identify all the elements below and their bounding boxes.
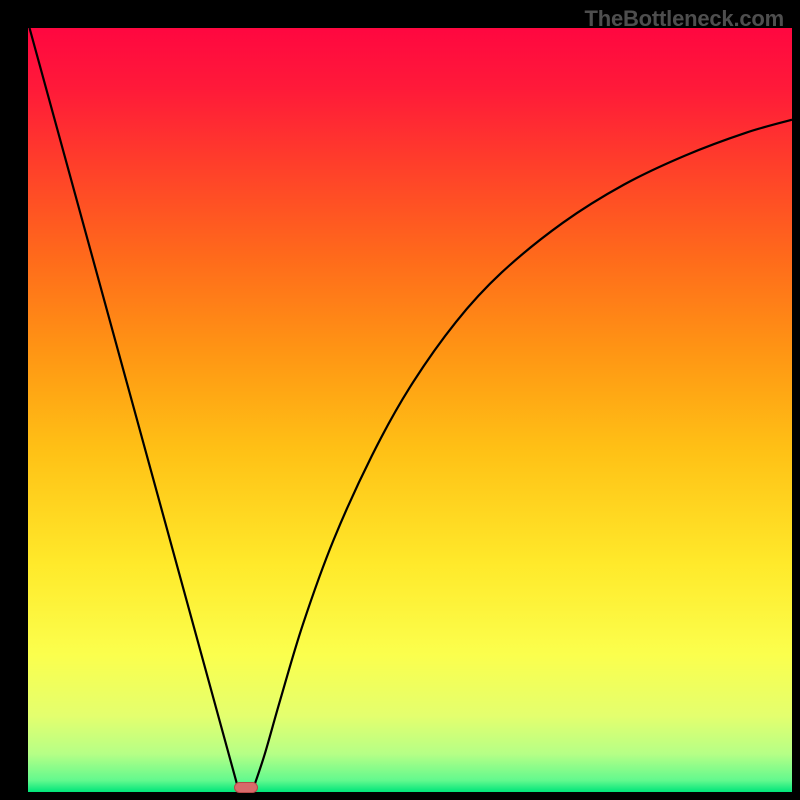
chart-svg — [28, 28, 792, 792]
vertex-marker — [234, 782, 258, 793]
chart-plot-area — [28, 28, 792, 792]
chart-background — [28, 28, 792, 792]
chart-outer-frame: TheBottleneck.com — [0, 0, 800, 800]
watermark-text: TheBottleneck.com — [584, 6, 784, 32]
